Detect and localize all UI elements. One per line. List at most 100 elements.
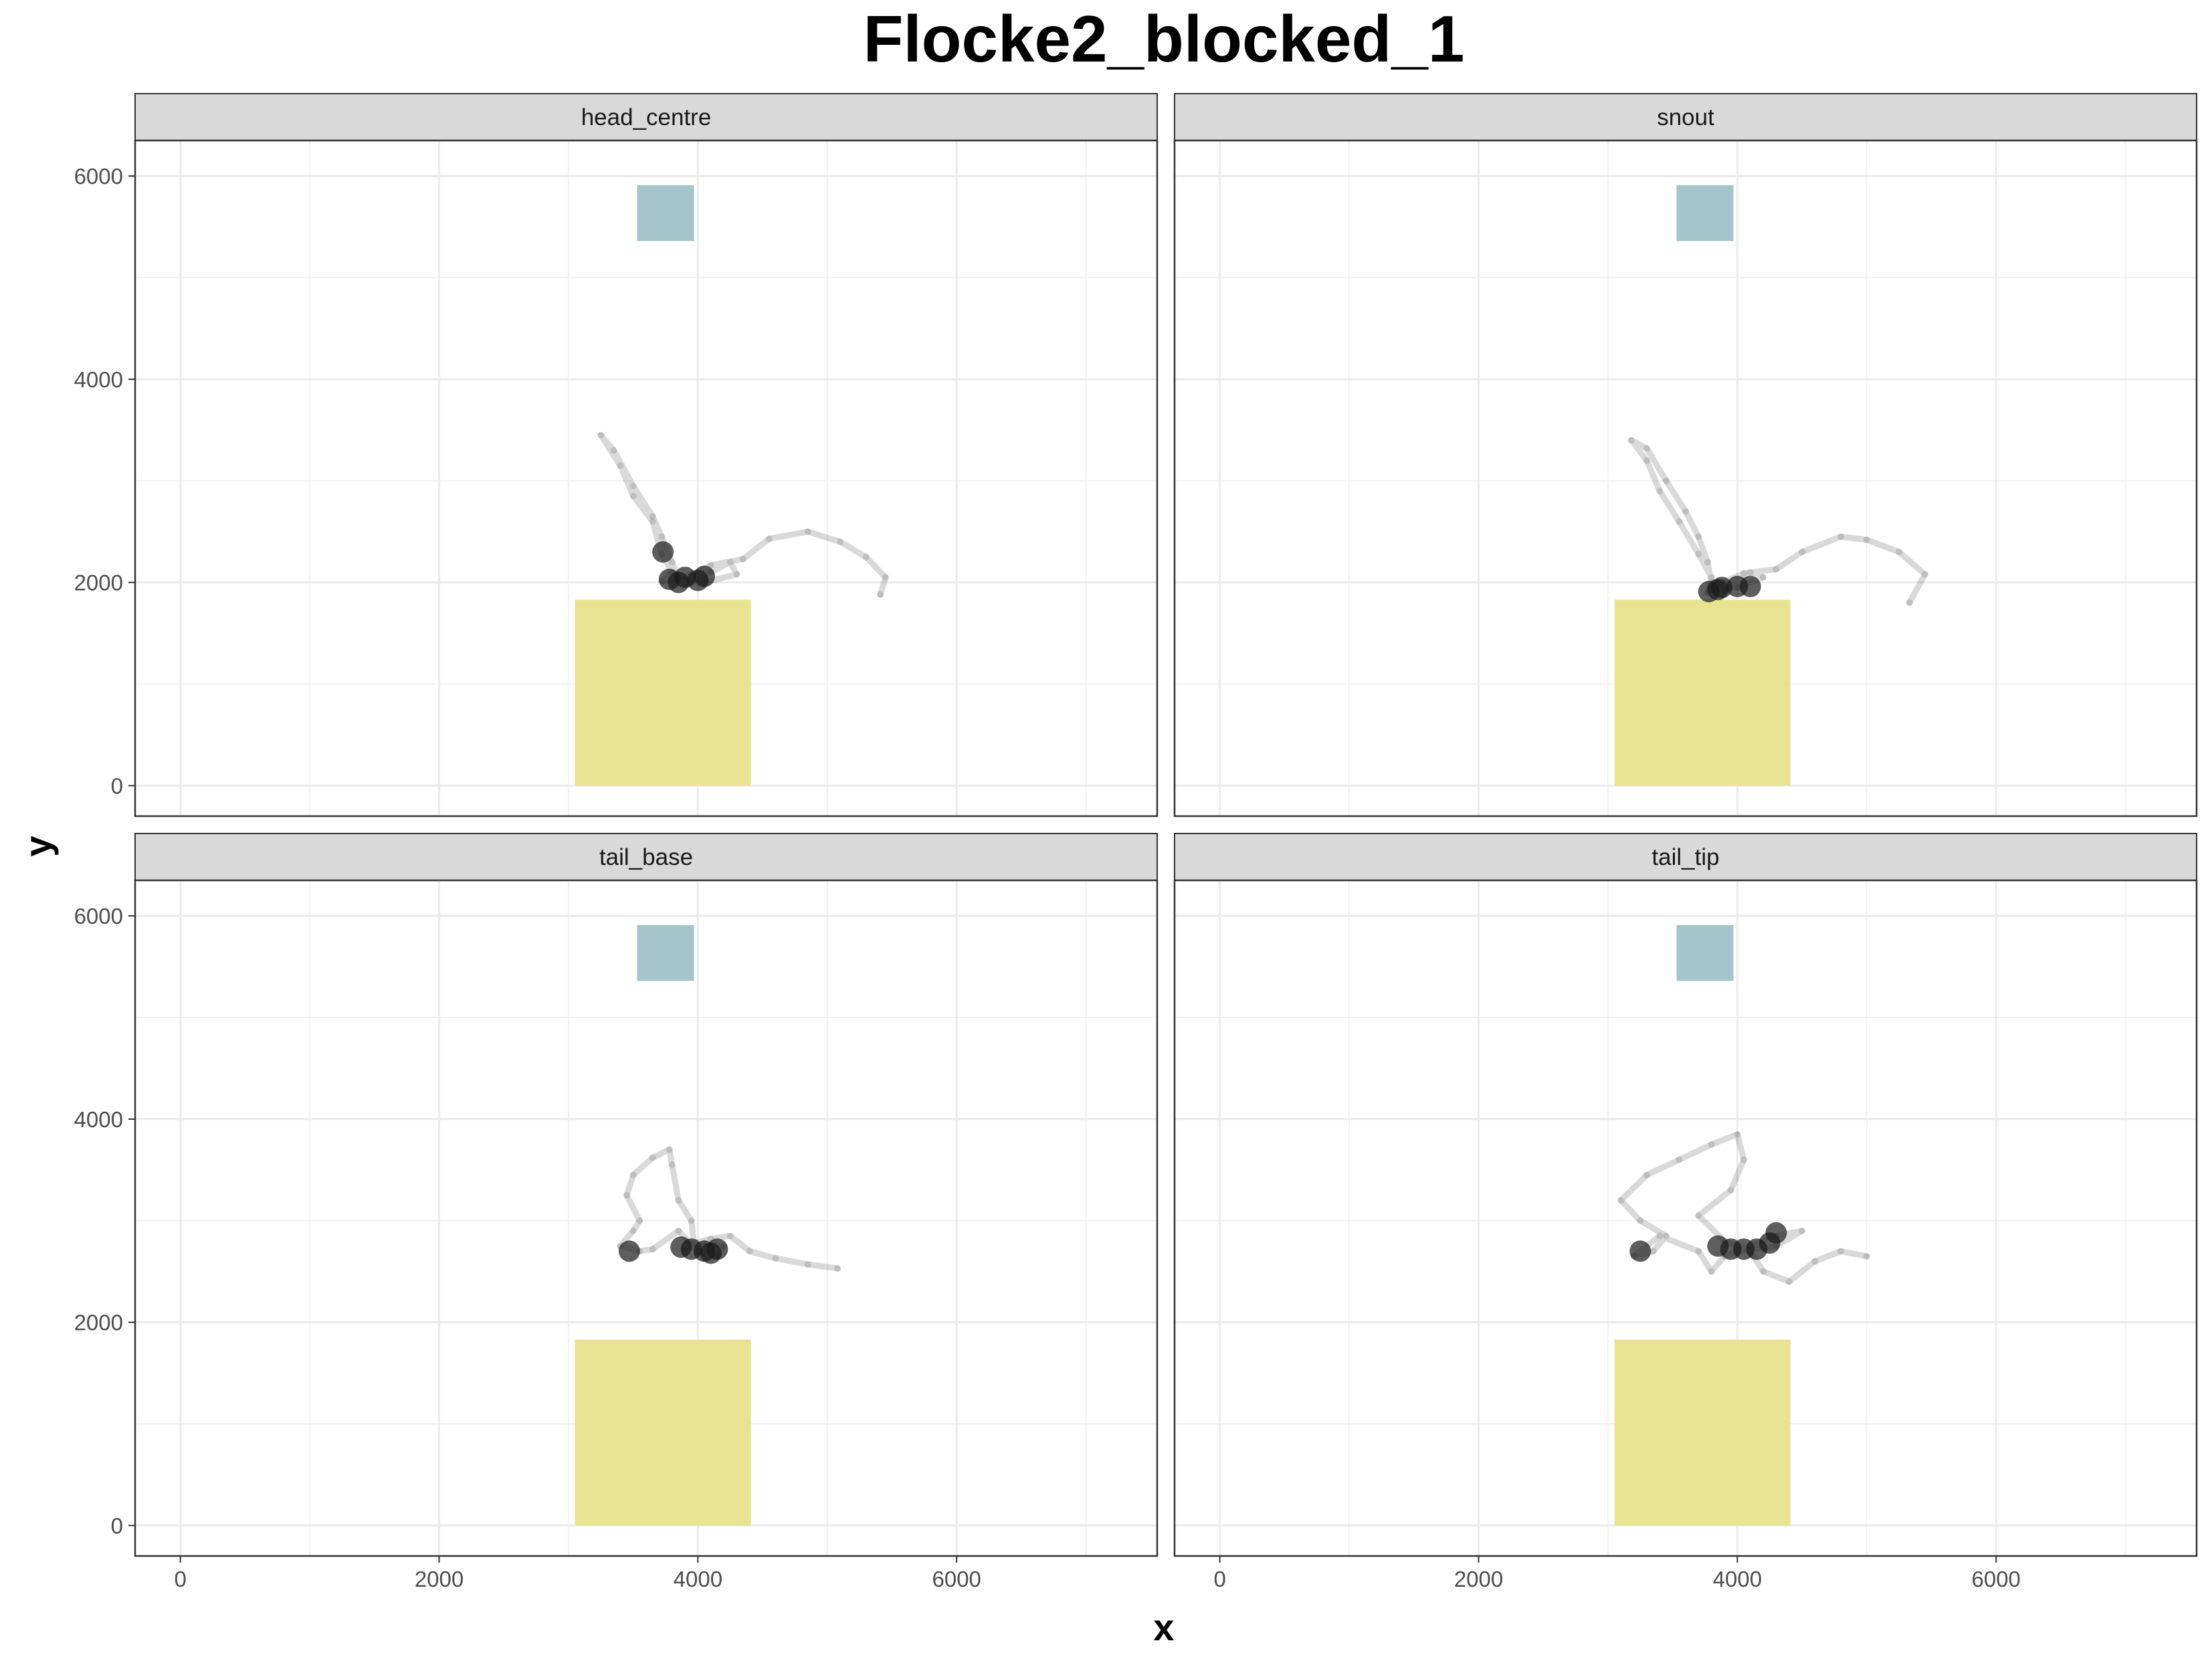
dense-point-cluster [1765, 1222, 1787, 1244]
trajectory-point [1695, 551, 1702, 558]
y-tick-label: 2000 [74, 571, 123, 595]
panel-border [134, 879, 1159, 1557]
trajectory-point [1760, 1268, 1767, 1275]
dense-point-cluster [670, 1236, 692, 1258]
trajectory-point [658, 533, 666, 541]
facet-panel: tail_tip 0 2000 4000 6000 [1173, 833, 2198, 1591]
trajectory-point [765, 535, 773, 543]
facet-strip-label: tail_tip [1651, 844, 1719, 870]
region-box_yellow [1614, 599, 1791, 786]
region-box_yellow [575, 599, 751, 786]
trajectory-point [1837, 533, 1845, 541]
trajectory-point [882, 574, 889, 581]
trajectory-point [834, 1265, 841, 1272]
trajectory-point [1676, 518, 1683, 525]
x-tick-label: 0 [175, 1567, 187, 1591]
trajectory-point [1682, 508, 1689, 515]
trajectory-point [1649, 1248, 1657, 1255]
trajectory-point [1734, 1131, 1741, 1138]
trajectory-point [1799, 1227, 1806, 1234]
panel-border [1173, 139, 2198, 817]
facet-strip [1174, 93, 2197, 141]
trajectory-point [1863, 536, 1870, 543]
trajectory-point [1708, 1268, 1715, 1275]
trajectory-point [1811, 1258, 1819, 1265]
facet-strip-label: snout [1657, 104, 1714, 130]
trajectory-point [726, 559, 734, 566]
dense-point-cluster [1739, 575, 1761, 597]
trajectory-point [1643, 1171, 1650, 1179]
trajectory-point [1662, 1232, 1670, 1240]
trajectory-point [862, 553, 870, 561]
trajectory-point [1740, 1156, 1748, 1163]
dense-point-cluster [694, 565, 716, 587]
trajectory-point [629, 492, 637, 500]
trajectory-point [668, 559, 676, 566]
trajectory-point [666, 1146, 673, 1153]
trajectory-point [629, 1171, 637, 1179]
region-box_blue [637, 185, 694, 241]
trajectory-point [629, 1227, 637, 1234]
trajectory-point [1727, 1187, 1734, 1194]
facet-strip-label: head_centre [581, 104, 712, 130]
trajectory-point [1704, 559, 1711, 566]
trajectory-point [610, 447, 617, 454]
trajectory-point [1837, 1248, 1845, 1255]
trajectory-point [1906, 599, 1913, 607]
x-tick-label: 6000 [932, 1567, 981, 1591]
region-box_yellow [1614, 1339, 1791, 1526]
trajectory-point [649, 512, 656, 520]
facet-panel: snout [1173, 93, 2198, 817]
y-tick-label: 0 [111, 773, 123, 798]
trajectory-point [1695, 1248, 1702, 1255]
y-tick-label: 6000 [74, 904, 123, 929]
x-tick-label: 2000 [415, 1567, 464, 1591]
trajectory-point [1746, 569, 1754, 576]
facet-strip [134, 93, 1158, 141]
trajectory-point [597, 431, 605, 439]
trajectory-point [649, 1154, 656, 1161]
trajectory-point [733, 571, 740, 578]
x-tick-label: 4000 [1713, 1567, 1762, 1591]
trajectory-point [675, 1227, 682, 1234]
trajectory-point [623, 1191, 630, 1199]
trajectory-line [1628, 437, 1928, 606]
y-axis-title: y [17, 836, 59, 856]
trajectory-point [1799, 549, 1806, 556]
x-tick-label: 2000 [1454, 1567, 1503, 1591]
trajectory-point [1708, 1141, 1715, 1148]
trajectory-point [1676, 1156, 1683, 1163]
panel-border [1173, 879, 2198, 1557]
trajectory-point [617, 462, 624, 470]
dense-point-cluster [1707, 579, 1729, 601]
y-tick-label: 4000 [74, 1107, 123, 1132]
dense-point-cluster [668, 571, 690, 593]
trajectory-point [1643, 445, 1650, 452]
dense-point-cluster [1629, 1240, 1651, 1262]
trajectory-point [649, 1246, 656, 1253]
trajectory-point [675, 1197, 682, 1204]
facet-panel: head_centre 0 2000 4000 6000 [74, 93, 1159, 817]
trajectory-point [726, 1232, 734, 1240]
trajectory-point [1863, 1252, 1870, 1260]
trajectory-point [837, 538, 844, 545]
region-box_blue [1676, 924, 1734, 981]
facet-strip [134, 833, 1158, 881]
dense-point-cluster [1707, 1235, 1729, 1257]
trajectory-point [740, 555, 747, 563]
trajectory-point [772, 1254, 779, 1262]
facet-panel: tail_base 0 2000 4000 6000 0 2000 4000 6000 [74, 833, 1159, 1591]
trajectory-point [1695, 1212, 1702, 1219]
dense-point-cluster [700, 1242, 722, 1264]
trajectory-point [746, 1248, 753, 1255]
dense-point-cluster [652, 541, 674, 563]
trajectory-point [1760, 574, 1767, 581]
x-tick-label: 0 [1214, 1567, 1226, 1591]
region-box_blue [1676, 185, 1734, 241]
trajectory-point [1643, 457, 1650, 464]
trajectory-point [636, 1217, 643, 1224]
trajectory-point [877, 591, 884, 598]
trajectory-point [1785, 1278, 1793, 1285]
trajectory-point [1921, 571, 1928, 578]
